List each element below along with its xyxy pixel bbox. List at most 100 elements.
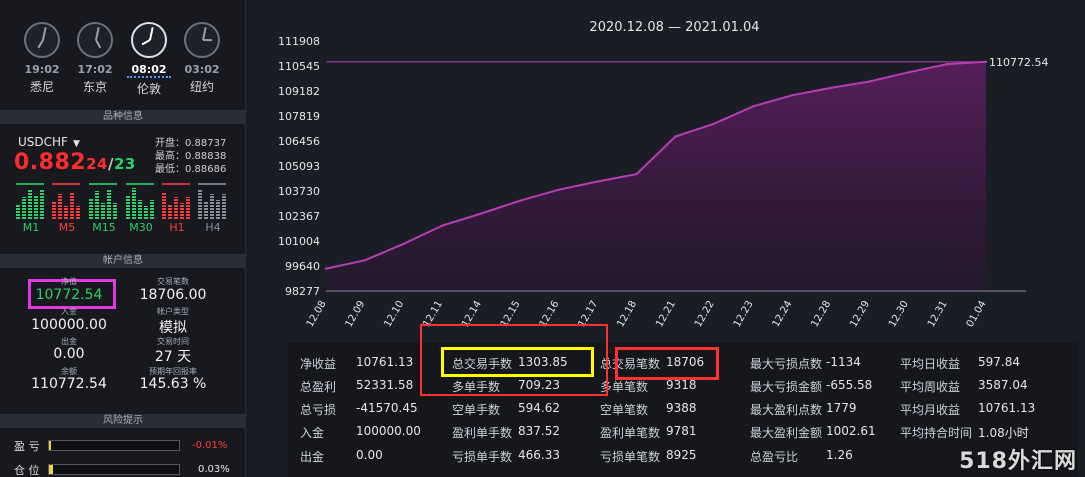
price-main: 0.882 (14, 150, 87, 175)
strength-bars-icon (162, 183, 192, 219)
data-point (751, 105, 755, 108)
strength-bar (34, 195, 38, 219)
x-tick-label: 01.04 (965, 299, 989, 329)
clock-minute-hand (149, 27, 154, 41)
strength-bar (40, 189, 44, 219)
strength-bars-icon (16, 183, 46, 219)
world-clock[interactable]: 19:02 悉尼 (20, 22, 64, 95)
balance-value: 110772.54 (31, 376, 107, 392)
stat-label: 最大盈利点数 (750, 403, 823, 417)
clock-icon (131, 22, 167, 58)
stat-value: 10761.13 (978, 401, 1036, 415)
x-tick-label: 12.14 (460, 299, 484, 329)
stat-label: 盈利单手数 (452, 426, 513, 440)
world-clock[interactable]: 08:02 伦敦 (127, 22, 171, 97)
stat-label: 空单手数 (452, 403, 501, 417)
watermark: 518外汇网 (959, 449, 1077, 474)
stat-value: 8925 (666, 448, 697, 462)
stat-value: -655.58 (826, 378, 873, 392)
chart-title: 2020.12.08 — 2021.01.04 (589, 20, 760, 35)
balance-label: 余额 (61, 367, 77, 376)
strength-bar (16, 205, 20, 219)
stats-table: 净收益 10761.13 总盈利 52331.58 总亏损 -41570.45 入金 1000… (288, 343, 1078, 477)
stat-label: 平均日收益 (900, 357, 961, 371)
data-point (557, 188, 561, 191)
stat-label: 总交易手数 (452, 357, 513, 371)
section-risk: 风险提示 (0, 414, 246, 428)
timeframe-h4[interactable] (198, 183, 228, 223)
timeframe-m15[interactable] (89, 183, 119, 223)
tradetime-label: 交易时间 (157, 337, 189, 346)
timeframe-m1[interactable] (16, 183, 46, 223)
timeframe-m30[interactable] (126, 183, 156, 223)
y-tick-label: 106456 (278, 135, 320, 148)
clock-time: 03:02 (184, 63, 220, 76)
stat-label: 盈利单笔数 (600, 426, 661, 440)
timeframe-label: M15 (92, 221, 116, 234)
strength-bar (204, 202, 208, 219)
last-value-label: 110772.54 (989, 56, 1049, 69)
stat-value: -1134 (826, 355, 861, 369)
strength-bar (132, 188, 136, 219)
current-price: 0.88224/23 (14, 150, 136, 175)
x-tick-label: 12.10 (382, 299, 406, 329)
symbol-selector[interactable]: USDCHF ▼ (18, 135, 80, 149)
stat-label: 空单笔数 (600, 403, 649, 417)
timeframe-label: H4 (205, 221, 221, 234)
stat-label: 最大亏损点数 (750, 357, 823, 371)
stat-label: 入金 (300, 426, 325, 440)
equity-line (325, 60, 987, 270)
data-point (907, 71, 910, 74)
clock-city: 伦敦 (136, 82, 161, 96)
timeframe-m5[interactable] (52, 183, 82, 223)
x-tick-label: 12.30 (887, 299, 911, 329)
x-tick-label: 12.22 (693, 299, 717, 329)
strength-bar (210, 194, 214, 219)
data-point (674, 135, 677, 138)
strength-bar (162, 193, 166, 219)
x-tick-label: 12.15 (499, 299, 523, 329)
high-price: 最高：0.88838 (155, 151, 227, 162)
tradetime-value: 27 天 (154, 349, 192, 365)
stat-value: 1303.85 (518, 355, 568, 369)
data-point (596, 180, 599, 183)
world-clock[interactable]: 03:02 纽约 (180, 22, 224, 95)
data-point (635, 172, 638, 176)
strength-bars-icon (198, 183, 228, 219)
y-tick-label: 105093 (278, 160, 320, 173)
stat-value: 597.84 (978, 355, 1020, 369)
x-tick-label: 12.11 (421, 299, 445, 329)
clock-city: 悉尼 (29, 80, 54, 94)
stat-value: 0.00 (356, 448, 383, 462)
stat-label: 平均周收益 (900, 380, 961, 394)
equity-chart: 111908 110545 109182 107819 106456 105093 1037… (278, 35, 1049, 329)
stat-value: 1.26 (826, 448, 853, 462)
stat-label: 总盈亏比 (750, 450, 799, 464)
clock-minute-hand (95, 27, 100, 41)
timeframe-label: H1 (169, 221, 185, 234)
world-clock[interactable]: 17:02 东京 (73, 22, 117, 95)
strength-bars-icon (52, 183, 82, 219)
stat-label: 亏损单手数 (452, 450, 513, 464)
strength-bar (89, 199, 93, 219)
stat-label: 总亏损 (300, 403, 337, 417)
y-tick-label: 110545 (278, 60, 320, 73)
strength-bar (216, 200, 220, 219)
stat-label: 净收益 (300, 357, 337, 371)
data-point (402, 242, 405, 245)
price-sep: / (107, 155, 114, 173)
clock-time: 19:02 (24, 63, 60, 76)
stat-label: 平均月收益 (900, 403, 961, 417)
strength-bar (22, 197, 26, 219)
clock-hour-hand (202, 39, 213, 42)
stat-label: 最大亏损金额 (750, 380, 823, 394)
strength-bar (138, 200, 142, 219)
stat-label: 多单笔数 (600, 380, 649, 394)
data-point (324, 267, 328, 270)
timeframe-h1[interactable] (162, 183, 192, 223)
equity-label: 净值 (61, 277, 77, 286)
clock-icon (77, 22, 113, 58)
left-panel: 19:02 悉尼 17:02 东京 08:02 伦敦 03:02 纽约 品种信息 USDCHF… (0, 0, 246, 477)
x-tick-label: 12.09 (344, 299, 368, 329)
risk-position-fill (49, 465, 53, 474)
